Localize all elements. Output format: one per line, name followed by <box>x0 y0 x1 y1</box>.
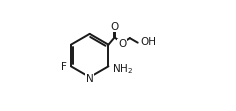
Text: O: O <box>110 22 119 32</box>
Text: O: O <box>118 39 126 49</box>
Text: N: N <box>86 74 93 84</box>
Text: OH: OH <box>140 37 156 47</box>
Text: NH$_2$: NH$_2$ <box>112 62 134 76</box>
Text: F: F <box>61 62 67 72</box>
